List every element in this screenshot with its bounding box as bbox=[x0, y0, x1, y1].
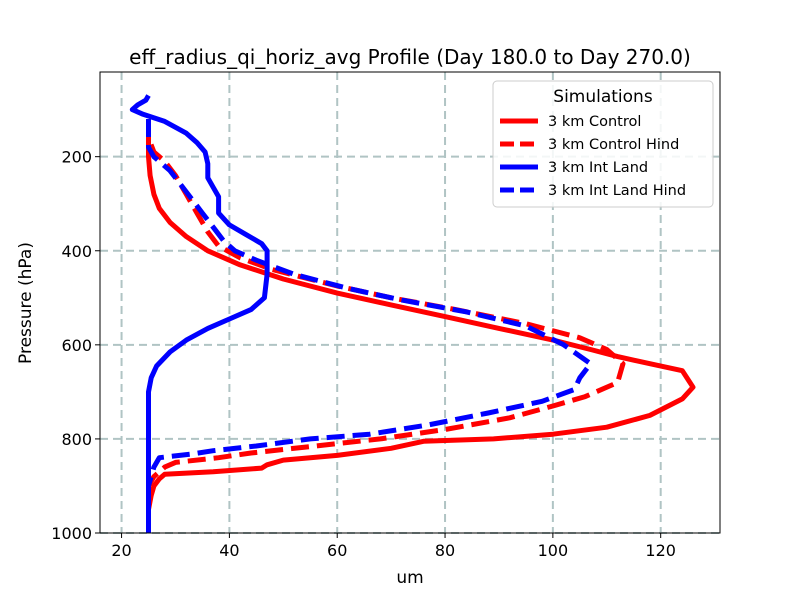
legend-items: 3 km Control 3 km Control Hind 3 km Int La… bbox=[500, 114, 686, 199]
x-tick-label: 120 bbox=[645, 541, 676, 560]
chart-title: eff_radius_qi_horiz_avg Profile (Day 180… bbox=[129, 45, 691, 69]
series-layer bbox=[129, 94, 696, 533]
x-axis-label: um bbox=[396, 568, 423, 588]
x-tick-label: 100 bbox=[538, 541, 569, 560]
y-tick-label: 200 bbox=[61, 148, 92, 167]
x-tick-label: 40 bbox=[219, 541, 239, 560]
legend-label-1: 3 km Control bbox=[548, 114, 641, 130]
legend-title: Simulations bbox=[553, 87, 653, 107]
y-tick-label: 600 bbox=[61, 336, 92, 355]
y-axis-label: Pressure (hPa) bbox=[16, 242, 36, 364]
series-line-1 bbox=[146, 119, 696, 533]
y-tick-label: 400 bbox=[61, 242, 92, 261]
legend-box bbox=[492, 80, 714, 208]
x-tick-label: 80 bbox=[435, 541, 455, 560]
x-tick-label: 60 bbox=[327, 541, 347, 560]
y-tick-label: 1000 bbox=[51, 524, 92, 543]
legend-label-2: 3 km Control Hind bbox=[548, 137, 679, 153]
x-tick-label: 20 bbox=[111, 541, 131, 560]
legend-label-3: 3 km Int Land bbox=[548, 160, 648, 176]
legend-label-4: 3 km Int Land Hind bbox=[548, 183, 686, 199]
series-line-4 bbox=[146, 119, 594, 533]
ticks: 20 40 60 80 100 120 200 400 600 800 1000 bbox=[51, 148, 676, 560]
legend: Simulations 3 km Control 3 km Control Hin… bbox=[492, 80, 714, 208]
series-line-3 bbox=[129, 94, 270, 533]
plot-frame bbox=[99, 71, 721, 534]
y-tick-label: 800 bbox=[61, 430, 92, 449]
